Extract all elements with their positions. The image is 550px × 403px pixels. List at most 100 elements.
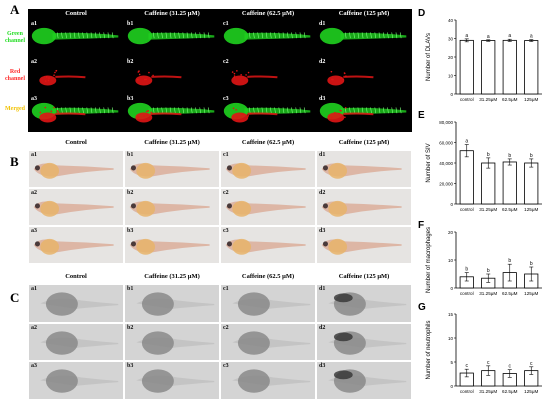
cell-label: d2 <box>319 59 325 65</box>
cell-label: b3 <box>127 96 133 102</box>
bar-0 <box>460 151 473 204</box>
cell-label: c2 <box>223 59 229 65</box>
embryo-silhouette <box>328 370 406 393</box>
column-header-3: Caffeine (125 μM) <box>339 139 390 146</box>
image-cell-c3: c3 <box>221 227 315 263</box>
cell-label: d3 <box>319 363 325 369</box>
image-cell-c1: c1 <box>221 20 315 56</box>
x-tick-label-2: 62.5μM <box>502 97 518 102</box>
column-header-0: Control <box>65 139 87 146</box>
x-tick-label-3: 125μM <box>524 97 538 102</box>
y-tick-label: 20 <box>448 55 454 60</box>
embryo-silhouette <box>135 70 181 85</box>
embryo-silhouette <box>128 28 214 44</box>
image-cell-d2: d2 <box>317 189 411 225</box>
x-tick-label-0: control <box>460 97 474 102</box>
x-tick-label-2: 62.5μM <box>502 389 518 394</box>
embryo-silhouette <box>320 103 406 123</box>
cell-label: d2 <box>319 190 325 196</box>
embryo-silhouette <box>226 239 306 255</box>
image-cell-c2: c2 <box>221 189 315 225</box>
cell-label: b3 <box>127 228 133 234</box>
embryo-silhouette <box>226 201 306 217</box>
significance-letter-1: a <box>487 34 490 40</box>
image-cell-a1: a1 <box>29 151 123 187</box>
image-cell-b2: b2 <box>125 189 219 225</box>
significance-letter-1: c <box>487 360 490 366</box>
embryo-silhouette <box>322 163 402 179</box>
x-tick-label-1: 31.25μM <box>479 291 497 296</box>
cell-label: a3 <box>31 228 37 234</box>
embryo-silhouette <box>322 201 402 217</box>
significance-letter-3: b <box>530 261 533 267</box>
column-header-1: Caffeine (31.25 μM) <box>144 273 200 280</box>
embryo-silhouette <box>231 70 277 85</box>
embryo-silhouette <box>130 201 210 217</box>
x-tick-label-1: 31.25μM <box>479 97 497 102</box>
cell-label: b3 <box>127 363 133 369</box>
cell-label: b1 <box>127 21 133 27</box>
cell-label: c1 <box>223 152 229 158</box>
bar-1 <box>482 41 495 94</box>
y-tick-label: 5 <box>450 360 453 365</box>
y-tick-label: 10 <box>448 258 454 263</box>
cell-label: c3 <box>223 363 229 369</box>
embryo-silhouette <box>320 28 406 44</box>
y-tick-label: 40,000 <box>439 161 453 166</box>
image-cell-b2: b2 <box>125 324 219 361</box>
embryo-silhouette <box>232 370 310 393</box>
image-cell-c2: c2 <box>221 58 315 94</box>
x-tick-label-0: control <box>460 389 474 394</box>
image-cell-a1: a1 <box>29 285 123 322</box>
column-header-1: Caffeine (31.25 μM) <box>144 10 200 17</box>
cell-label: c2 <box>223 190 229 196</box>
image-cell-a3: a3 <box>29 95 123 131</box>
y-tick-label: 10 <box>448 74 454 79</box>
cell-label: c1 <box>223 286 229 292</box>
x-tick-label-0: control <box>460 207 474 212</box>
y-tick-label: 20 <box>448 230 454 235</box>
embryo-silhouette <box>322 239 402 255</box>
embryo-silhouette <box>32 28 118 44</box>
cell-label: b2 <box>127 190 133 196</box>
chart-d-dlavs: D 0 10 20 30 40 Number of DLAVs a control a 31.25μ… <box>416 6 548 108</box>
embryo-silhouette <box>40 370 118 393</box>
panel-c-image-grid: Control Caffeine (31.25 μM) Caffeine (62.5… <box>0 272 412 400</box>
image-cell-a2: a2 <box>29 58 123 94</box>
image-cell-d3: d3 <box>317 227 411 263</box>
image-cell-d1: d1 <box>317 20 411 56</box>
column-header-3: Caffeine (125 μM) <box>339 273 390 280</box>
embryo-silhouette <box>232 292 310 315</box>
x-tick-label-2: 62.5μM <box>502 291 518 296</box>
embryo-silhouette <box>34 163 114 179</box>
y-tick-label: 30 <box>448 37 454 42</box>
significance-letter-3: a <box>530 34 533 40</box>
significance-letter-3: c <box>530 361 533 367</box>
image-cell-d1: d1 <box>317 151 411 187</box>
y-axis-label: Number of DLAVs <box>426 33 432 81</box>
column-header-0: Control <box>65 10 87 17</box>
image-cell-b1: b1 <box>125 20 219 56</box>
y-tick-label: 60,000 <box>439 141 453 146</box>
cell-label: a2 <box>31 190 37 196</box>
cell-label: b2 <box>127 59 133 65</box>
embryo-silhouette <box>328 331 406 354</box>
bar-2 <box>503 162 516 204</box>
image-cell-b1: b1 <box>125 285 219 322</box>
cell-label: a2 <box>31 325 37 331</box>
chart-letter: D <box>418 8 425 19</box>
y-tick-label: 0 <box>450 286 453 291</box>
chart-letter: G <box>418 302 426 313</box>
y-axis-label: Number of neutrophils <box>426 320 432 379</box>
cell-label: d3 <box>319 96 325 102</box>
cell-label: d1 <box>319 152 325 158</box>
embryo-silhouette <box>224 28 310 44</box>
image-cell-d2: d2 <box>317 58 411 94</box>
image-cell-b1: b1 <box>125 151 219 187</box>
cell-label: a1 <box>31 152 37 158</box>
bar-2 <box>503 40 516 94</box>
image-cell-d3: d3 <box>317 362 411 399</box>
cell-label: b1 <box>127 286 133 292</box>
x-tick-label-0: control <box>460 291 474 296</box>
x-tick-label-3: 125μM <box>524 389 538 394</box>
